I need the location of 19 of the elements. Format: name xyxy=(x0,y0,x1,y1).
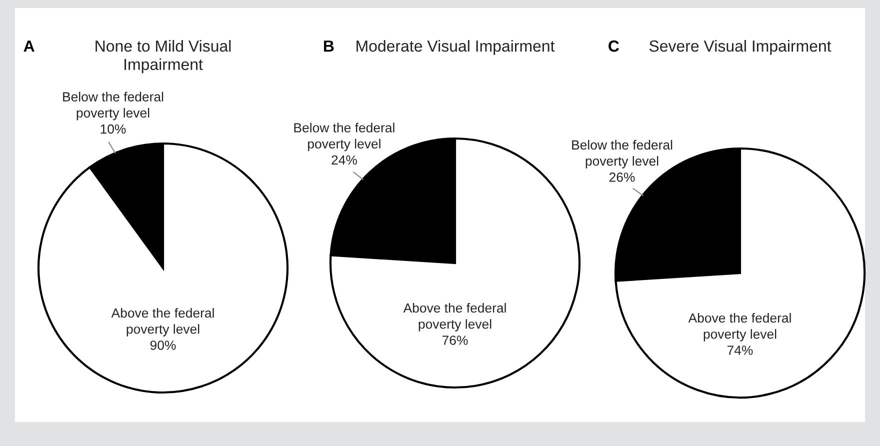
text: A xyxy=(24,40,34,52)
slice-label: Below the federal poverty level xyxy=(63,92,164,120)
slice-label: Below the federal poverty level xyxy=(294,122,394,152)
text: B xyxy=(324,40,334,52)
data-label: 24% xyxy=(332,155,357,165)
chart-title: None to Mild Visual Impairment xyxy=(96,40,231,74)
text: C xyxy=(608,40,620,52)
slice-label: Above the federal poverty level xyxy=(111,308,214,336)
chart-title: Moderate Visual Impairment xyxy=(356,40,555,55)
data-label: 90% xyxy=(150,340,176,350)
data-label: 76% xyxy=(442,336,468,345)
data-label: 26% xyxy=(609,172,635,182)
slice-label: Above the federal poverty level xyxy=(688,312,791,342)
pie-slice xyxy=(37,142,289,394)
slice-label: Below the federal poverty level xyxy=(572,140,672,168)
chart-title: Severe Visual Impairment xyxy=(649,40,832,55)
slice-label: Above the federal poverty level xyxy=(403,302,506,332)
data-label: 10% xyxy=(100,124,126,134)
data-label: 74% xyxy=(727,346,753,355)
